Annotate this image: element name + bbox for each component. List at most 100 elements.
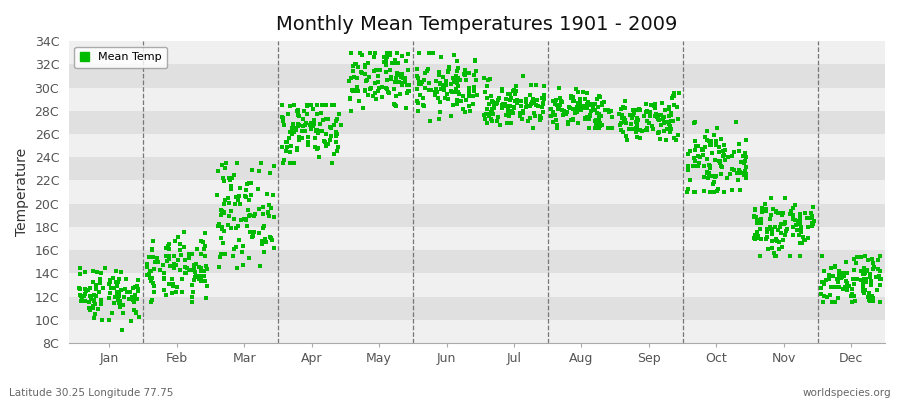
Point xyxy=(654,100,669,106)
Point xyxy=(131,314,146,320)
Point xyxy=(157,270,171,276)
Point xyxy=(144,246,158,252)
Point xyxy=(513,113,527,120)
Point xyxy=(490,118,504,124)
Point xyxy=(550,122,564,128)
Point xyxy=(654,122,669,128)
Point xyxy=(866,259,880,266)
Point xyxy=(294,128,309,134)
Point xyxy=(601,107,616,114)
Point xyxy=(432,72,446,78)
Point xyxy=(633,126,647,133)
Point xyxy=(858,286,872,293)
Point xyxy=(150,258,165,265)
Point xyxy=(508,98,522,104)
Point xyxy=(356,105,370,111)
Point xyxy=(160,258,175,264)
Point xyxy=(774,230,788,236)
Point xyxy=(637,113,652,120)
Point xyxy=(716,152,730,159)
Point xyxy=(197,278,211,284)
Point xyxy=(86,278,101,285)
Point xyxy=(244,192,258,199)
Point xyxy=(769,208,783,215)
Point xyxy=(705,150,719,156)
Point xyxy=(222,177,237,184)
Point xyxy=(499,96,513,102)
Point xyxy=(248,229,262,235)
Point xyxy=(410,73,424,79)
Point xyxy=(109,278,123,285)
Point xyxy=(116,302,130,308)
Point xyxy=(104,285,119,292)
Point xyxy=(696,147,710,153)
Point xyxy=(712,144,726,150)
Point xyxy=(536,95,551,102)
Point xyxy=(81,286,95,293)
Point xyxy=(214,211,229,218)
Point xyxy=(126,297,140,304)
Point xyxy=(345,86,359,93)
Point xyxy=(518,96,533,102)
Bar xyxy=(69,41,885,64)
Point xyxy=(413,81,428,87)
Point xyxy=(580,114,595,120)
Point xyxy=(112,300,126,306)
Point xyxy=(563,93,578,99)
Point xyxy=(661,126,675,132)
Point xyxy=(217,178,231,184)
Point xyxy=(769,236,783,243)
Point xyxy=(314,128,328,134)
Point xyxy=(869,287,884,294)
Point xyxy=(86,296,101,303)
Point xyxy=(691,152,706,159)
Point xyxy=(762,216,777,222)
Point xyxy=(86,302,101,309)
Point xyxy=(112,290,126,297)
Bar xyxy=(69,157,885,180)
Point xyxy=(158,253,173,260)
Point xyxy=(319,116,333,122)
Point xyxy=(681,162,696,169)
Point xyxy=(585,101,599,108)
Point xyxy=(143,274,157,281)
Point xyxy=(622,126,636,132)
Point xyxy=(77,269,92,276)
Point xyxy=(328,128,343,135)
Point xyxy=(162,241,176,247)
Point xyxy=(462,103,476,110)
Point xyxy=(578,116,592,122)
Point xyxy=(771,246,786,252)
Point xyxy=(173,247,187,253)
Point xyxy=(110,293,124,299)
Point xyxy=(122,296,136,303)
Point xyxy=(653,136,668,142)
Point xyxy=(479,110,493,117)
Point xyxy=(566,106,580,112)
Point xyxy=(93,276,107,282)
Point xyxy=(523,103,537,110)
Point xyxy=(528,113,543,120)
Point xyxy=(842,283,856,289)
Point xyxy=(460,70,474,76)
Point xyxy=(620,136,634,143)
Point xyxy=(343,94,357,101)
Point xyxy=(306,123,320,130)
Point xyxy=(177,264,192,270)
Point xyxy=(570,108,584,115)
Point xyxy=(698,144,712,150)
Point xyxy=(344,50,358,56)
Point xyxy=(421,87,436,93)
Point xyxy=(180,265,194,272)
Point xyxy=(860,268,874,275)
Point xyxy=(361,92,375,98)
Point xyxy=(103,276,117,283)
Point xyxy=(380,77,394,83)
Point xyxy=(291,111,305,118)
Point xyxy=(690,162,705,169)
Point xyxy=(713,160,727,166)
Point xyxy=(304,126,319,132)
Point xyxy=(98,264,112,271)
Point xyxy=(194,264,209,271)
Point xyxy=(627,110,642,116)
